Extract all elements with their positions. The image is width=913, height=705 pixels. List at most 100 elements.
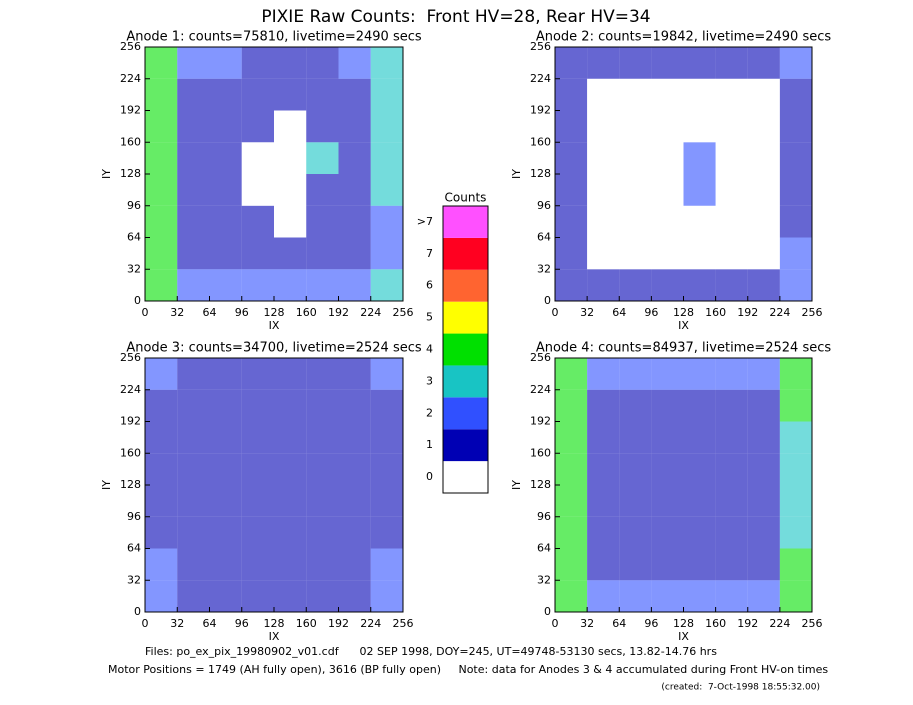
heat-cell (683, 205, 716, 238)
heat-cell (683, 485, 716, 517)
heat-cell (715, 205, 748, 238)
heat-cell (338, 47, 371, 79)
heat-cell (651, 358, 684, 390)
y-tick-label: 192 (120, 104, 141, 117)
x-tick-label: 128 (264, 306, 285, 319)
heat-cell (683, 47, 716, 79)
heat-cell (306, 421, 339, 454)
heat-cell (338, 548, 371, 581)
heat-cell (779, 453, 812, 485)
x-tick-label: 224 (360, 306, 381, 319)
y-tick-label: 96 (537, 199, 551, 212)
y-tick-label: 160 (530, 446, 551, 459)
heat-cell (338, 78, 371, 111)
x-tick-label: 32 (580, 617, 594, 630)
heat-cell (306, 453, 339, 485)
heat-cell (779, 110, 812, 143)
heat-cell (651, 516, 684, 549)
heat-cell (651, 110, 684, 143)
colorbar-label: 2 (426, 406, 433, 419)
colorbar-label: 7 (426, 247, 433, 260)
y-tick-label: 160 (120, 135, 141, 148)
y-tick-label: 96 (537, 510, 551, 523)
y-tick-label: 96 (127, 199, 141, 212)
heat-cell (274, 269, 307, 301)
heat-cell (306, 205, 339, 238)
heat-cell (338, 516, 371, 549)
heat-cell (555, 548, 588, 581)
panel-title: Anode 1: counts=75810, livetime=2490 sec… (126, 30, 422, 45)
x-tick-label: 256 (393, 306, 414, 319)
heat-cell (209, 269, 242, 301)
heat-cell (241, 205, 274, 238)
x-tick-label: 192 (737, 306, 758, 319)
heat-cell (209, 389, 242, 422)
heat-cell (274, 78, 307, 111)
heat-cell (274, 237, 307, 270)
x-tick-label: 32 (580, 306, 594, 319)
heat-cell (747, 421, 780, 454)
heat-cell (779, 237, 812, 270)
heat-cell (779, 78, 812, 111)
heat-cell (747, 453, 780, 485)
heat-cell (241, 421, 274, 454)
heat-cell (177, 205, 210, 238)
y-tick-label: 64 (127, 542, 141, 555)
y-tick-label: 32 (537, 262, 551, 275)
heat-cell (209, 580, 242, 612)
colorbar-label: 3 (426, 374, 433, 387)
heat-cell (555, 485, 588, 517)
heat-cell (747, 269, 780, 301)
heat-cell (651, 237, 684, 270)
x-tick-label: 64 (203, 617, 217, 630)
heat-cell (145, 110, 178, 143)
heat-cell (274, 47, 307, 79)
heat-cell (274, 142, 307, 174)
x-tick-label: 64 (203, 306, 217, 319)
heat-cell (715, 389, 748, 422)
heat-cell (145, 516, 178, 549)
heat-cell (747, 237, 780, 270)
y-tick-label: 32 (127, 573, 141, 586)
heat-cell (683, 110, 716, 143)
heat-cell (145, 389, 178, 422)
heat-cell (370, 516, 403, 549)
y-tick-label: 160 (120, 446, 141, 459)
colorbar-swatch (443, 397, 488, 430)
heat-cell (209, 205, 242, 238)
y-tick-label: 64 (537, 231, 551, 244)
heat-cell (779, 358, 812, 390)
heat-cell (241, 110, 274, 143)
heat-cell (177, 421, 210, 454)
heat-cell (619, 453, 652, 485)
x-tick-label: 128 (264, 617, 285, 630)
heat-cell (370, 142, 403, 174)
heat-cell (306, 516, 339, 549)
heat-cell (177, 78, 210, 111)
y-axis-label: IY (100, 480, 113, 490)
heat-cell (651, 205, 684, 238)
x-axis-label: IX (678, 319, 689, 332)
heat-cell (370, 358, 403, 390)
colorbar-label: 1 (426, 438, 433, 451)
heat-cell (274, 174, 307, 206)
heat-cell (241, 516, 274, 549)
heat-cell (683, 580, 716, 612)
y-tick-label: 256 (120, 40, 141, 53)
heat-cell (177, 47, 210, 79)
heat-cell (587, 237, 620, 270)
heat-cell (209, 453, 242, 485)
heat-cell (651, 389, 684, 422)
y-tick-label: 64 (537, 542, 551, 555)
chart-title: PIXIE Raw Counts: Front HV=28, Rear HV=3… (261, 7, 650, 27)
heat-cell (306, 389, 339, 422)
heat-cell (715, 485, 748, 517)
heat-cell (338, 142, 371, 174)
heat-cell (555, 389, 588, 422)
heat-cell (747, 548, 780, 581)
heat-cell (779, 389, 812, 422)
heat-cell (241, 142, 274, 174)
heat-cell (555, 78, 588, 111)
heat-cell (715, 548, 748, 581)
heat-cell (683, 358, 716, 390)
